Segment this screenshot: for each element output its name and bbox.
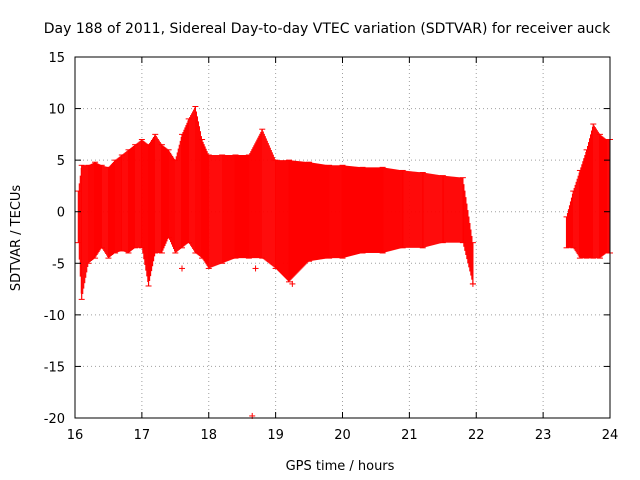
x-tick-label: 18 (200, 428, 217, 443)
axis-ticks (74, 56, 611, 419)
axis-tick-labels: 16 17 18 19 20 21 22 23 24 -20 -15 -10 -5 0 5 10 15 (44, 51, 619, 443)
y-tick-label: 5 (57, 154, 65, 169)
series-sdtvar (75, 106, 613, 300)
data-layer (75, 106, 613, 419)
x-axis-label: GPS time / hours (286, 459, 395, 474)
outlier-point (252, 265, 259, 272)
y-tick-label: 0 (57, 206, 65, 221)
x-tick-label: 17 (134, 428, 151, 443)
x-tick-label: 23 (535, 428, 552, 443)
y-tick-label: -15 (44, 360, 65, 375)
x-tick-label: 19 (267, 428, 284, 443)
y-tick-label: -20 (44, 412, 65, 427)
y-tick-label: -10 (44, 309, 65, 324)
x-tick-label: 16 (67, 428, 84, 443)
y-axis-label: SDTVAR / TECUs (9, 185, 24, 292)
y-tick-label: 15 (48, 51, 65, 66)
x-tick-label: 21 (401, 428, 418, 443)
chart-title: Day 188 of 2011, Sidereal Day-to-day VTE… (44, 21, 611, 37)
outlier-point (179, 265, 185, 272)
y-tick-label: 10 (48, 103, 65, 118)
x-tick-label: 20 (334, 428, 351, 443)
outlier-point (289, 280, 296, 287)
outlier-point (469, 280, 476, 287)
x-tick-label: 22 (468, 428, 485, 443)
x-tick-label: 24 (602, 428, 619, 443)
y-tick-label: -5 (52, 257, 65, 272)
